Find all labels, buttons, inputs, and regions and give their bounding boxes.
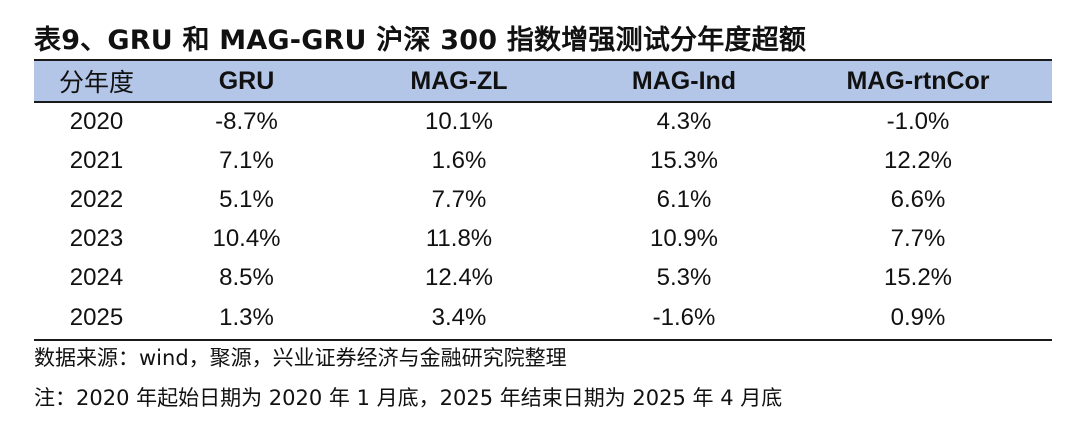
cell-mag-zl: 12.4%: [424, 264, 494, 292]
cell-gru: 1.3%: [219, 303, 274, 331]
cell-year: 2021: [69, 146, 124, 174]
cell-mag-rtncor: 15.2%: [883, 264, 953, 292]
column-header-mag-rtncor: MAG-rtnCor: [784, 61, 1052, 103]
excess-return-table: 分年度 GRU MAG-ZL MAG-Ind MAG-rtnCor 2020 -…: [34, 61, 1052, 337]
cell-gru: 10.4%: [212, 225, 281, 253]
cell-mag-rtncor: 0.9%: [890, 303, 946, 331]
table-row: 2025 1.3% 3.4% -1.6% 0.9%: [34, 298, 1052, 337]
cell-year: 2025: [69, 303, 124, 331]
cell-mag-zl: 3.4%: [431, 303, 487, 331]
source-note: 数据来源：wind，聚源，兴业证券经济与金融研究院整理: [34, 346, 567, 370]
cell-year: 2024: [69, 264, 124, 292]
cell-year: 2022: [69, 185, 124, 213]
column-header-mag-ind: MAG-Ind: [584, 61, 784, 103]
cell-mag-rtncor: -1.0%: [886, 108, 950, 136]
cell-mag-rtncor: 7.7%: [890, 225, 946, 253]
cell-gru: -8.7%: [215, 108, 278, 136]
top-rule: [34, 59, 1052, 61]
cell-mag-rtncor: 6.6%: [890, 185, 946, 213]
column-header-gru: GRU: [159, 61, 334, 103]
cell-gru: 7.1%: [219, 146, 274, 174]
date-remark-note: 注：2020 年起始日期为 2020 年 1 月底，2025 年结束日期为 20…: [34, 386, 783, 410]
cell-gru: 8.5%: [219, 264, 274, 292]
cell-mag-ind: -1.6%: [652, 303, 716, 331]
bottom-rule: [34, 339, 1052, 341]
cell-year: 2023: [69, 225, 124, 253]
cell-mag-zl: 11.8%: [425, 225, 493, 253]
cell-year: 2020: [69, 108, 124, 136]
header-row: 分年度 GRU MAG-ZL MAG-Ind MAG-rtnCor: [34, 61, 1052, 103]
cell-mag-ind: 6.1%: [656, 185, 712, 213]
cell-mag-ind: 5.3%: [656, 264, 712, 292]
column-header-mag-zl: MAG-ZL: [334, 61, 584, 103]
cell-mag-zl: 7.7%: [431, 185, 487, 213]
cell-mag-zl: 10.1%: [424, 108, 494, 136]
cell-mag-ind: 15.3%: [649, 146, 719, 174]
table-row: 2022 5.1% 7.7% 6.1% 6.6%: [34, 180, 1052, 219]
cell-mag-zl: 1.6%: [431, 146, 487, 174]
table-title: 表9、GRU 和 MAG-GRU 沪深 300 指数增强测试分年度超额: [34, 25, 807, 56]
table-row: 2020 -8.7% 10.1% 4.3% -1.0%: [34, 102, 1052, 141]
cell-mag-ind: 4.3%: [656, 108, 712, 136]
table-row: 2024 8.5% 12.4% 5.3% 15.2%: [34, 259, 1052, 298]
column-header-year: 分年度: [34, 61, 159, 103]
table-row: 2023 10.4% 11.8% 10.9% 7.7%: [34, 220, 1052, 259]
cell-mag-ind: 10.9%: [649, 225, 719, 253]
cell-mag-rtncor: 12.2%: [883, 146, 953, 174]
table-row: 2021 7.1% 1.6% 15.3% 12.2%: [34, 141, 1052, 180]
cell-gru: 5.1%: [219, 185, 274, 213]
